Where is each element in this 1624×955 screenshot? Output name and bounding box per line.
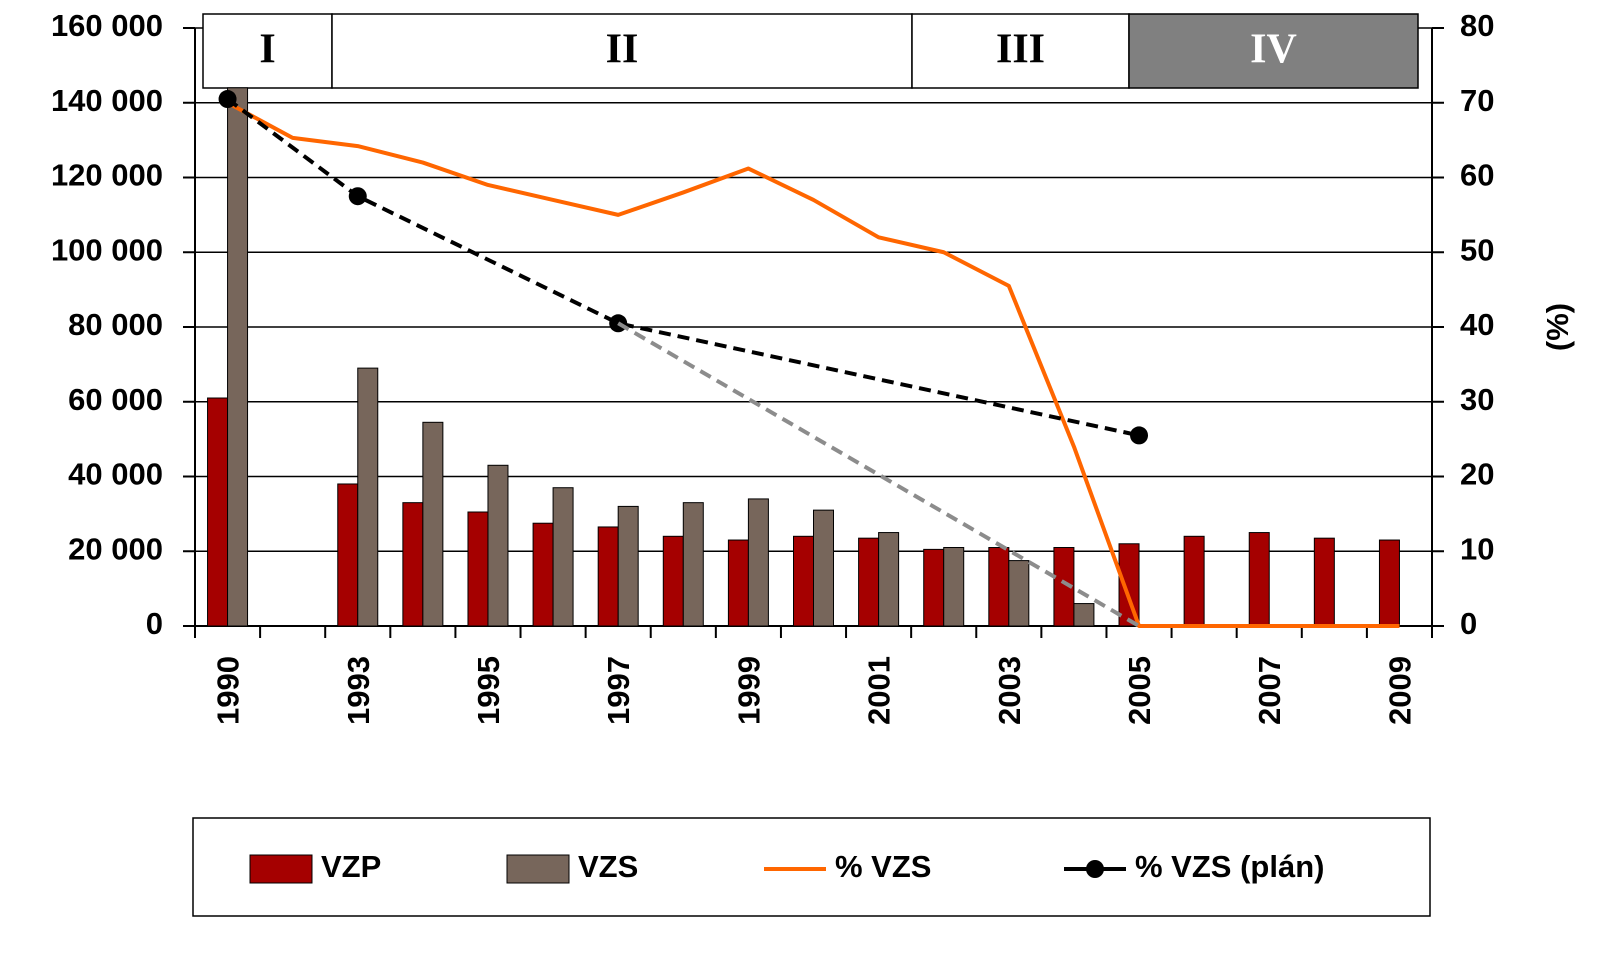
- bar: [1118, 543, 1140, 627]
- y-tick-label: 40 000: [68, 457, 163, 492]
- legend-label: VZS: [578, 849, 638, 884]
- legend-label: % VZS (plán): [1135, 849, 1324, 884]
- phase-label: III: [996, 27, 1045, 73]
- y2-axis-label: (%): [1540, 303, 1575, 351]
- line: [617, 321, 1141, 628]
- legend-swatch: [506, 854, 570, 884]
- x-tick-label: 2009: [1382, 656, 1417, 725]
- phase-label: IV: [1250, 27, 1297, 73]
- phase-box: [202, 13, 333, 89]
- y-tick-label: 60 000: [68, 382, 163, 417]
- y2-tick-label: 70: [1460, 83, 1494, 118]
- legend-swatch: [249, 854, 313, 884]
- marker: [218, 90, 237, 109]
- bar: [227, 87, 249, 627]
- bar: [1183, 535, 1205, 627]
- legend-label: VZP: [321, 849, 381, 884]
- marker: [348, 187, 367, 206]
- y2-tick-label: 10: [1460, 531, 1494, 566]
- bar: [988, 547, 1010, 627]
- x-tick-label: 1990: [211, 656, 246, 725]
- bar: [1053, 547, 1075, 627]
- bar: [682, 502, 704, 627]
- bar: [1378, 539, 1400, 627]
- line: [226, 100, 1400, 628]
- y-tick-label: 100 000: [51, 232, 163, 267]
- bar: [943, 547, 965, 627]
- x-tick-label: 2001: [862, 656, 897, 725]
- bar: [1073, 603, 1095, 627]
- y2-tick-label: 40: [1460, 307, 1494, 342]
- legend-label: % VZS: [835, 849, 931, 884]
- bar: [878, 532, 900, 627]
- bar: [552, 487, 574, 627]
- y2-tick-label: 60: [1460, 158, 1494, 193]
- y2-tick-label: 20: [1460, 457, 1494, 492]
- bar: [1313, 537, 1335, 627]
- bar: [747, 498, 769, 627]
- bar: [793, 535, 814, 627]
- bar: [402, 502, 424, 627]
- marker: [1130, 426, 1149, 445]
- y2-tick-label: 80: [1460, 8, 1494, 43]
- bar: [422, 421, 444, 627]
- x-tick-label: 1999: [731, 656, 766, 725]
- y2-tick-label: 30: [1460, 382, 1494, 417]
- bar: [532, 522, 554, 627]
- x-tick-label: 1997: [601, 656, 636, 725]
- x-tick-label: 2007: [1252, 656, 1287, 725]
- bar: [1248, 532, 1270, 627]
- bar: [858, 537, 880, 627]
- y2-tick-label: 0: [1460, 606, 1477, 641]
- bar: [617, 505, 639, 627]
- bar: [923, 548, 945, 627]
- bar: [357, 367, 379, 627]
- y-tick-label: 140 000: [51, 83, 163, 118]
- y-tick-label: 20 000: [68, 531, 163, 566]
- bar: [662, 535, 684, 627]
- legend-marker: [1086, 860, 1104, 878]
- y-tick-label: 80 000: [68, 307, 163, 342]
- y-tick-label: 160 000: [51, 8, 163, 43]
- bar: [207, 397, 229, 627]
- x-tick-label: 2005: [1122, 656, 1157, 725]
- phase-box: [1128, 13, 1419, 89]
- y-tick-label: 0: [146, 606, 163, 641]
- x-tick-label: 2003: [992, 656, 1027, 725]
- bar: [597, 526, 619, 627]
- x-tick-label: 1995: [471, 656, 506, 725]
- phase-box: [331, 13, 913, 89]
- bar: [727, 539, 749, 627]
- bar: [1008, 560, 1030, 627]
- y-tick-label: 120 000: [51, 158, 163, 193]
- phase-label: I: [259, 27, 275, 73]
- x-tick-label: 1993: [341, 656, 376, 725]
- phase-label: II: [606, 27, 639, 73]
- bar: [467, 511, 489, 627]
- bar: [337, 483, 359, 627]
- bar: [487, 464, 509, 627]
- y2-tick-label: 50: [1460, 232, 1494, 267]
- bar: [813, 509, 834, 627]
- line: [226, 97, 1140, 438]
- phase-box: [911, 13, 1130, 89]
